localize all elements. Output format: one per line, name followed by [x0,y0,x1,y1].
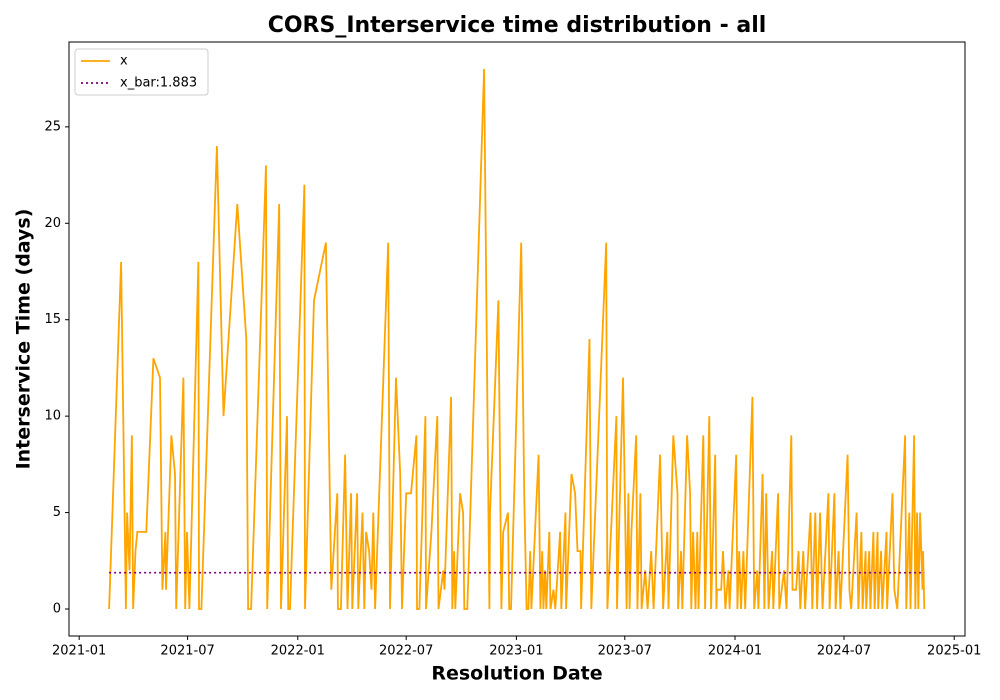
y-tick-label: 25 [44,119,61,134]
y-axis-label: Interservice Time (days) [13,209,35,470]
x-tick-label: 2023-01 [489,644,543,659]
x-tick-label: 2024-01 [708,644,762,659]
plot-frame [68,41,966,637]
legend-label: x_bar:1.883 [120,76,197,91]
x-axis-label: Resolution Date [431,663,602,685]
x-tick-label: 2024-07 [817,644,871,659]
x-tick-label: 2025-01 [927,644,981,659]
series-line [108,68,926,610]
x-tick-label: 2021-01 [52,644,106,659]
y-tick-label: 5 [53,505,61,520]
chart-title: CORS_Interservice time distribution - al… [268,13,767,38]
x-tick-label: 2023-07 [598,644,652,659]
y-tick-label: 10 [44,409,61,424]
legend-label: x [120,54,128,69]
x-tick-label: 2022-01 [271,644,325,659]
x-tick-label: 2022-07 [379,644,433,659]
x-tick-label: 2021-07 [160,644,214,659]
y-tick-label: 15 [44,312,61,327]
y-tick-label: 0 [53,602,61,617]
y-tick-label: 20 [44,216,61,231]
